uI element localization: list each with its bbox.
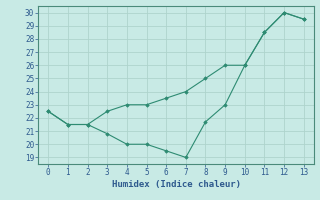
X-axis label: Humidex (Indice chaleur): Humidex (Indice chaleur)	[111, 180, 241, 189]
